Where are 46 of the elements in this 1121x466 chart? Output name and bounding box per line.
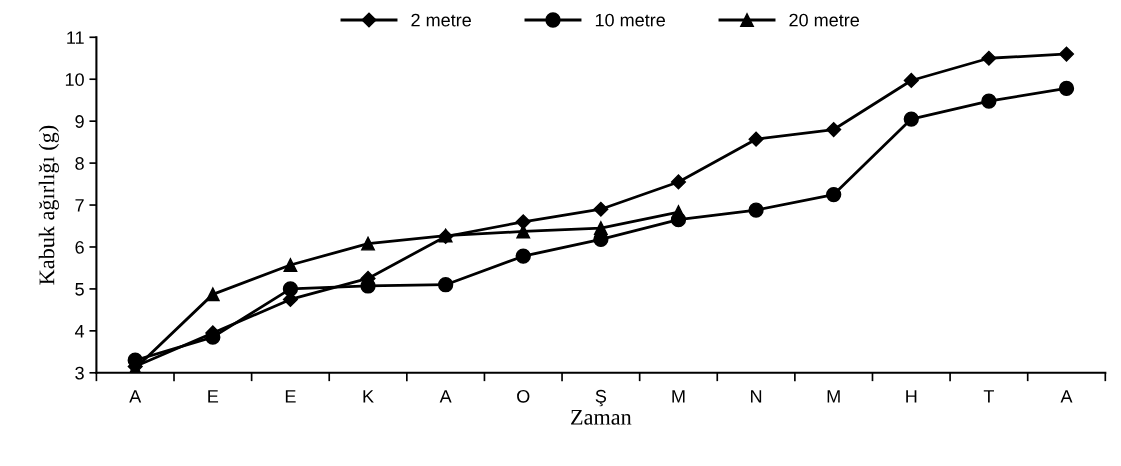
x-tick-label: H bbox=[906, 390, 917, 403]
x-tick-label: N bbox=[751, 390, 762, 403]
x-tick-label: O bbox=[517, 389, 530, 403]
point bbox=[981, 93, 997, 109]
y-tick-label: 4 bbox=[74, 324, 85, 338]
y-tick-label: 3 bbox=[75, 366, 84, 380]
x-tick-label: A bbox=[1060, 390, 1073, 403]
point bbox=[593, 201, 609, 217]
point bbox=[670, 212, 687, 228]
point bbox=[903, 72, 919, 89]
point bbox=[748, 202, 764, 218]
point bbox=[981, 50, 997, 66]
point bbox=[1058, 46, 1075, 62]
y-tick-label: 9 bbox=[75, 115, 84, 128]
point bbox=[283, 258, 298, 272]
point bbox=[748, 131, 764, 147]
point bbox=[826, 186, 842, 203]
point bbox=[826, 121, 842, 138]
y-tick-label: 10 bbox=[65, 73, 84, 86]
point bbox=[438, 277, 454, 293]
point bbox=[1058, 80, 1075, 97]
point bbox=[670, 174, 687, 190]
point bbox=[361, 236, 375, 251]
x-tick-label: M bbox=[827, 390, 840, 403]
x-tick-label: A bbox=[439, 390, 452, 403]
point bbox=[515, 248, 531, 264]
point bbox=[515, 214, 531, 230]
x-tick-label: M bbox=[672, 390, 685, 403]
x-tick-label: E bbox=[285, 390, 296, 403]
x-tick-label: A bbox=[129, 390, 142, 403]
legend-label: 10 metre bbox=[595, 13, 665, 27]
y-tick-label: 8 bbox=[75, 157, 84, 170]
y-tick-label: 7 bbox=[75, 199, 84, 212]
point bbox=[205, 287, 220, 302]
x-axis-title: Zaman bbox=[571, 409, 632, 425]
legend-label: 20 metre bbox=[789, 13, 859, 27]
x-tick-label: Ş bbox=[595, 389, 607, 407]
x-tick-label: K bbox=[363, 390, 374, 403]
x-tick-label: T bbox=[983, 390, 994, 403]
y-axis-title: Kabuk ağırlığı (g) bbox=[38, 125, 59, 285]
y-tick-label: 11 bbox=[67, 31, 84, 44]
y-tick-label: 6 bbox=[75, 240, 84, 254]
legend-label: 2 metre bbox=[411, 13, 471, 27]
point bbox=[903, 111, 919, 127]
x-tick-label: E bbox=[208, 390, 219, 403]
y-tick-label: 5 bbox=[75, 283, 84, 296]
